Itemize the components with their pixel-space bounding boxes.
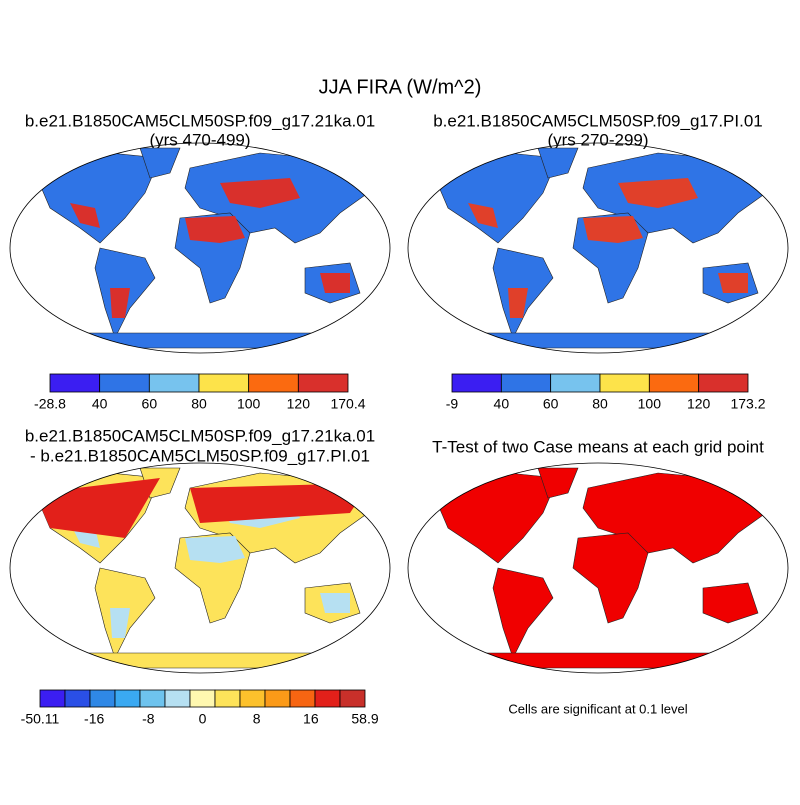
colorbar-label: 60 [543, 396, 559, 412]
colorbar-label: 170.4 [330, 396, 365, 412]
colorbar-box [89, 689, 116, 708]
colorbar-box [698, 373, 749, 393]
colorbar-label: 8 [253, 711, 261, 727]
colorbar-label: 173.2 [730, 396, 765, 412]
colorbar-box [451, 373, 502, 393]
colorbar-label: 16 [303, 711, 319, 727]
significance-note: Cells are significant at 0.1 level [508, 701, 687, 716]
colorbar-label: 100 [638, 396, 662, 412]
colorbar-box [139, 689, 166, 708]
colorbar-label: -16 [84, 711, 104, 727]
colorbar-box [148, 373, 200, 393]
map [9, 142, 391, 354]
map [9, 462, 391, 674]
colorbar-box [64, 689, 91, 708]
colorbar-label: -28.8 [34, 396, 66, 412]
panel-subtitle: (yrs 270-299) [547, 130, 648, 149]
colorbar-label: 40 [92, 396, 108, 412]
colorbar-box [214, 689, 241, 708]
colorbar-box [297, 373, 349, 393]
panel-subtitle: (yrs 470-499) [149, 130, 250, 149]
panel-title: T-Test of two Case means at each grid po… [432, 437, 764, 456]
colorbar-box [264, 689, 291, 708]
colorbar-label: -50.11 [21, 711, 60, 727]
colorbar-label: 80 [191, 396, 207, 412]
panel-title: b.e21.B1850CAM5CLM50SP.f09_g17.PI.01 [433, 111, 763, 130]
colorbar-box [314, 689, 341, 708]
map [407, 462, 789, 674]
colorbar-box [49, 373, 101, 393]
colorbar-box [164, 689, 191, 708]
colorbar-label: 80 [592, 396, 608, 412]
map [407, 142, 789, 354]
colorbar-label: -8 [142, 711, 155, 727]
colorbar-box [599, 373, 650, 393]
colorbar-box [339, 689, 366, 708]
colorbar-box [39, 689, 66, 708]
colorbar-box [289, 689, 316, 708]
colorbar-box [500, 373, 552, 393]
colorbar-label: 0 [199, 711, 207, 727]
colorbar-box [198, 373, 250, 393]
colorbar-label: 120 [687, 396, 711, 412]
colorbar-box [248, 373, 299, 393]
panel-title: b.e21.B1850CAM5CLM50SP.f09_g17.21ka.01 [25, 426, 375, 445]
colorbar-box [99, 373, 150, 393]
colorbar-label: -9 [446, 396, 459, 412]
panel-title: b.e21.B1850CAM5CLM50SP.f09_g17.21ka.01 [25, 111, 375, 130]
panel-subtitle: - b.e21.B1850CAM5CLM50SP.f09_g17.PI.01 [30, 446, 370, 465]
colorbar-label: 60 [142, 396, 158, 412]
colorbar-label: 100 [237, 396, 261, 412]
colorbar-box [239, 689, 266, 708]
colorbar-label: 58.9 [351, 711, 378, 727]
colorbar-box [189, 689, 216, 708]
colorbar-label: 40 [494, 396, 510, 412]
colorbar-box [550, 373, 601, 393]
colorbar-label: 120 [287, 396, 311, 412]
figure-title: JJA FIRA (W/m^2) [319, 76, 482, 98]
colorbar-box [648, 373, 700, 393]
colorbar-box [114, 689, 141, 708]
